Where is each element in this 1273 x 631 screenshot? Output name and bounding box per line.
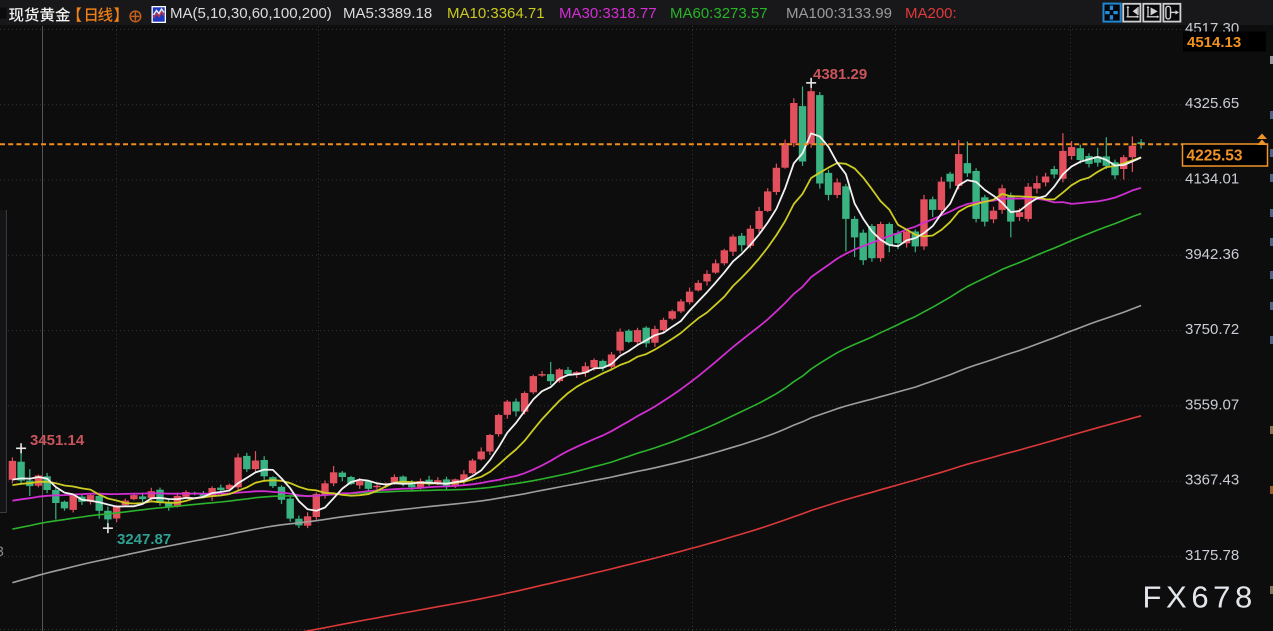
svg-text:3559.07: 3559.07 <box>1185 396 1239 413</box>
svg-text:3247.87: 3247.87 <box>117 531 171 548</box>
svg-text:MA(5,10,30,60,100,200): MA(5,10,30,60,100,200) <box>170 5 332 22</box>
svg-text:4325.65: 4325.65 <box>1185 95 1239 112</box>
svg-text:FX678: FX678 <box>1143 580 1257 615</box>
svg-text:MA200:: MA200: <box>905 5 957 22</box>
svg-text:3942.36: 3942.36 <box>1185 246 1239 263</box>
svg-text:3750.72: 3750.72 <box>1185 321 1239 338</box>
svg-text:MA30:3318.77: MA30:3318.77 <box>559 5 657 22</box>
svg-text:3: 3 <box>0 543 4 559</box>
svg-text:3175.78: 3175.78 <box>1185 547 1239 564</box>
svg-text:4381.29: 4381.29 <box>813 66 867 83</box>
svg-text:MA10:3364.71: MA10:3364.71 <box>447 5 545 22</box>
svg-text:4514.13: 4514.13 <box>1187 34 1241 51</box>
svg-text:4134.01: 4134.01 <box>1185 171 1239 188</box>
svg-text:3451.14: 3451.14 <box>30 432 85 449</box>
svg-text:4225.53: 4225.53 <box>1187 148 1243 165</box>
svg-text:3367.43: 3367.43 <box>1185 472 1239 489</box>
svg-text:MA60:3273.57: MA60:3273.57 <box>670 5 768 22</box>
svg-text:MA100:3133.99: MA100:3133.99 <box>786 5 892 22</box>
svg-text:MA5:3389.18: MA5:3389.18 <box>343 5 432 22</box>
